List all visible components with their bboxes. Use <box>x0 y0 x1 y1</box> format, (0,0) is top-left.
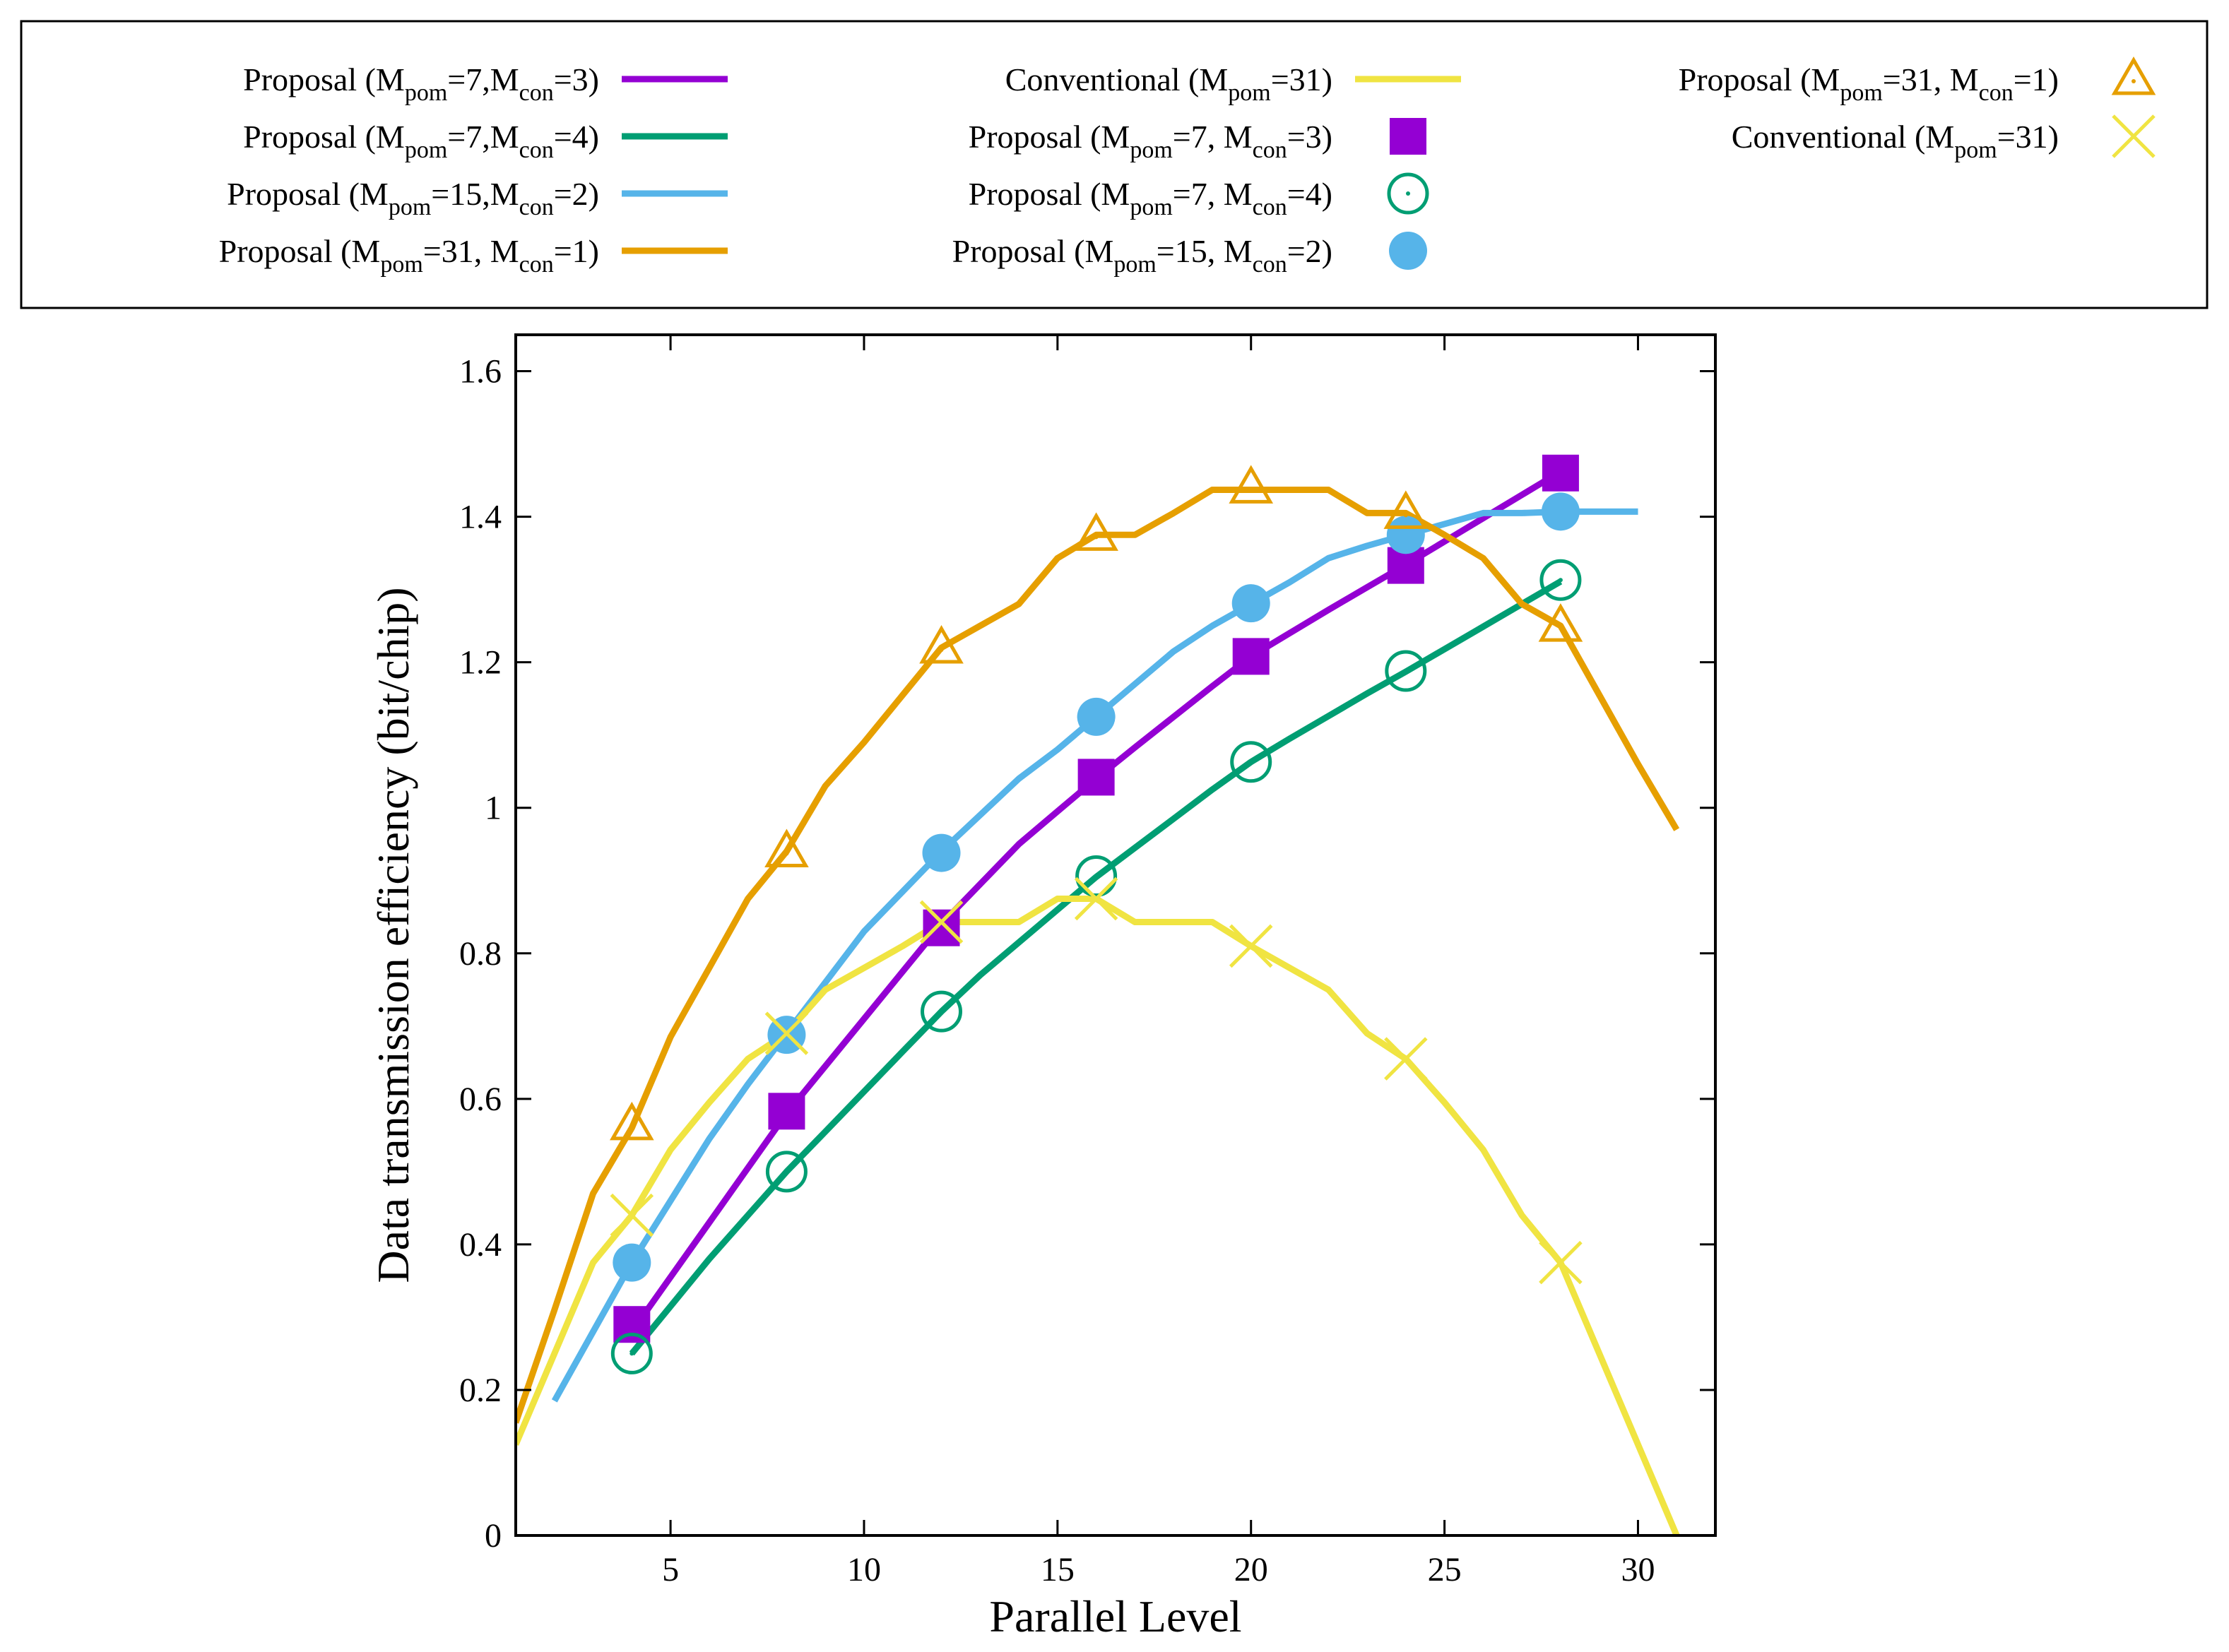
legend-item-4: Proposal (Mpom=31, Mcon=1) <box>219 233 728 278</box>
legend-label: Proposal (Mpom=7, Mcon=4) <box>969 176 1332 220</box>
series-lines <box>516 468 1680 1535</box>
legend-label: Proposal (Mpom=15,Mcon=2) <box>227 176 599 220</box>
legend-label: Proposal (Mpom=7,Mcon=4) <box>243 119 599 163</box>
marker-open-triangle-4 <box>1074 512 1118 551</box>
marker-filled-circle-1 <box>613 1243 651 1282</box>
legend-item-8: Proposal (Mpom=15, Mcon=2) <box>952 232 1427 278</box>
marker-square-2 <box>768 1093 805 1130</box>
y-axis-title: Data transmission efficiency (bit/chip) <box>368 587 418 1283</box>
legend-marker-swatch <box>2112 114 2156 158</box>
y-tick-label: 0 <box>485 1517 502 1555</box>
marker-cross-2 <box>764 1011 809 1055</box>
legend-label: Proposal (Mpom=7,Mcon=3) <box>243 61 599 106</box>
marker-cross-7 <box>1539 1240 1583 1285</box>
marker-open-circle-4 <box>1075 855 1118 898</box>
y-axis-ticks: 0 0.2 0.4 0.6 0.8 1 1.2 1.4 1.6 <box>459 353 1715 1555</box>
marker-square-3 <box>923 909 960 946</box>
x-tick-label: 10 <box>847 1551 881 1588</box>
legend-item-3: Proposal (Mpom=15,Mcon=2) <box>227 176 728 220</box>
legend-box <box>20 20 2209 309</box>
marker-filled-circle-5 <box>1231 584 1270 623</box>
legend-label: Conventional (Mpom=31) <box>1005 61 1332 106</box>
marker-filled-circle-3 <box>922 833 961 872</box>
series-markers <box>610 454 1583 1374</box>
series-line-2 <box>629 578 1563 1356</box>
marker-filled-circle-6 <box>1386 516 1425 554</box>
marker-open-circle-5 <box>1230 741 1272 783</box>
legend-item-6: Proposal (Mpom=7, Mcon=3) <box>969 118 1426 163</box>
marker-open-triangle-2 <box>764 828 809 868</box>
marker-filled-circle-4 <box>1077 697 1116 736</box>
legend-marker-swatch <box>1390 118 1426 155</box>
y-tick-label: 1.2 <box>459 644 502 682</box>
legend-item-9: Proposal (Mpom=31, Mcon=1) <box>1679 56 2156 106</box>
y-tick-label: 0.4 <box>459 1226 502 1264</box>
marker-square-7 <box>1542 454 1579 492</box>
y-tick-label: 0.2 <box>459 1372 502 1409</box>
marker-square-4 <box>1077 759 1115 796</box>
y-tick-label: 1.4 <box>459 499 502 536</box>
marker-open-circle-6 <box>1385 650 1427 692</box>
legend-item-7: Proposal (Mpom=7, Mcon=4) <box>969 172 1429 220</box>
legend-marker-swatch <box>1389 232 1427 270</box>
marker-open-circle-1 <box>610 1332 653 1374</box>
legend-label: Proposal (Mpom=15, Mcon=2) <box>952 233 1332 278</box>
legend-label: Proposal (Mpom=7, Mcon=3) <box>969 119 1332 163</box>
legend: Proposal (Mpom=7,Mcon=3) Proposal (Mpom=7… <box>219 56 2156 278</box>
plot-frame <box>514 333 1717 1537</box>
legend-label: Proposal (Mpom=31, Mcon=1) <box>1679 61 2059 106</box>
marker-filled-circle-7 <box>1541 492 1580 531</box>
legend-item-5: Conventional (Mpom=31) <box>1005 61 1461 106</box>
x-tick-label: 15 <box>1041 1551 1075 1588</box>
legend-item-1: Proposal (Mpom=7,Mcon=3) <box>243 61 728 106</box>
x-tick-label: 20 <box>1234 1551 1268 1588</box>
marker-open-triangle-6 <box>1383 490 1429 529</box>
marker-open-triangle-5 <box>1229 465 1274 504</box>
marker-cross-6 <box>1384 1037 1428 1081</box>
legend-marker-swatch <box>1387 172 1429 215</box>
marker-open-triangle-3 <box>919 625 964 664</box>
x-axis-ticks: 5 10 15 20 25 30 <box>662 335 1655 1588</box>
x-tick-label: 30 <box>1621 1551 1655 1588</box>
legend-marker-swatch <box>2111 56 2156 95</box>
marker-cross-3 <box>919 900 964 944</box>
x-axis-title: Parallel Level <box>989 1591 1241 1641</box>
marker-open-triangle-1 <box>610 1101 654 1141</box>
marker-cross-1 <box>610 1193 654 1237</box>
legend-item-10: Conventional (Mpom=31) <box>1732 114 2156 163</box>
series-line-4 <box>516 487 1680 1424</box>
marker-open-circle-3 <box>921 990 963 1033</box>
legend-label: Conventional (Mpom=31) <box>1732 119 2059 163</box>
y-tick-label: 0.8 <box>459 935 502 973</box>
marker-open-circle-7 <box>1539 559 1582 601</box>
legend-label: Proposal (Mpom=31, Mcon=1) <box>219 233 599 278</box>
marker-square-5 <box>1232 638 1270 675</box>
y-tick-label: 1.6 <box>459 353 502 391</box>
marker-open-circle-2 <box>765 1151 808 1193</box>
plot-area: 5 10 15 20 25 30 0 0.2 0.4 0.6 0.8 1 1.2 1.4 1.6 <box>459 333 1717 1588</box>
x-tick-label: 5 <box>662 1551 679 1588</box>
marker-open-triangle-7 <box>1538 603 1583 642</box>
x-tick-label: 25 <box>1428 1551 1462 1588</box>
y-tick-label: 1 <box>485 790 502 827</box>
series-line-5 <box>516 896 1680 1535</box>
y-tick-label: 0.6 <box>459 1081 502 1118</box>
marker-cross-5 <box>1229 924 1273 968</box>
marker-square-1 <box>613 1306 651 1343</box>
legend-item-2: Proposal (Mpom=7,Mcon=4) <box>243 119 728 163</box>
marker-cross-4 <box>1074 876 1118 921</box>
